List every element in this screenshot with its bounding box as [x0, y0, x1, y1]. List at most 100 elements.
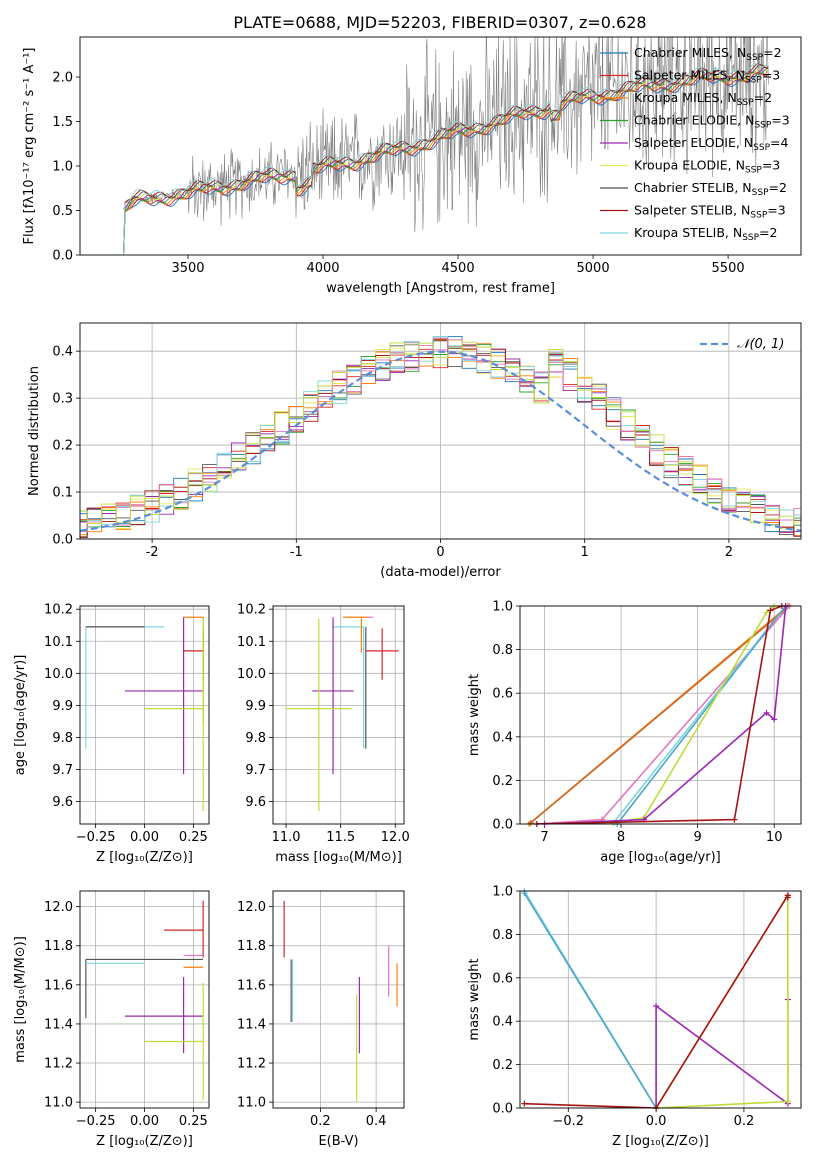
residual-histogram-step [80, 338, 801, 539]
y-tick-label: 0.4 [52, 345, 73, 360]
x-tick-label: -1 [290, 545, 303, 560]
x-tick-label: −0.25 [76, 830, 116, 845]
residual-histogram-step [80, 339, 801, 538]
axes-frame [79, 890, 210, 1109]
y-tick-label: 12.0 [44, 900, 73, 915]
y-tick-label: 0.4 [492, 730, 513, 745]
x-axis-label: mass [log₁₀(M/M⊙)] [275, 850, 402, 865]
y-tick-label: 0.0 [492, 1102, 513, 1117]
legend-entry: Salpeter ELODIE, NSSP=4 [634, 135, 789, 153]
y-tick-label: 0.5 [52, 204, 73, 219]
x-tick-label: 11.0 [272, 830, 301, 845]
panel-mass_vs_Z: −0.25 0.00 0.25 11.0 11.2 11.4 11.6 11.8 12.0 Z [… [13, 890, 210, 1149]
y-tick-label: 0.6 [492, 687, 513, 702]
legend-entry: Salpeter MILES, NSSP=3 [634, 68, 780, 86]
cumulative-weight-marker [527, 819, 534, 826]
y-tick-label: 0.2 [52, 439, 73, 454]
cumulative-weight-marker [763, 709, 770, 716]
x-tick-label: 12.0 [381, 830, 410, 845]
model-spectrum-line [121, 64, 769, 255]
y-tick-label: 9.7 [245, 763, 266, 778]
x-tick-label: 10 [766, 830, 783, 845]
cumulative-weight-line [536, 606, 783, 824]
y-axis-label: mass weight [467, 674, 482, 756]
x-tick-label: 3500 [171, 261, 204, 276]
cumulative-weight-marker [784, 1098, 791, 1105]
y-tick-label: 0.0 [52, 533, 73, 548]
y-tick-label: 9.8 [52, 731, 73, 746]
y-tick-label: 10.2 [44, 603, 73, 618]
x-tick-label: 0.2 [734, 1114, 755, 1129]
x-axis-label: (data-model)/error [380, 565, 501, 580]
y-tick-label: 11.8 [44, 939, 73, 954]
y-tick-label: 11.4 [237, 1017, 266, 1032]
x-tick-label: 0.25 [179, 830, 208, 845]
figure-title: PLATE=0688, MJD=52203, FIBERID=0307, z=0… [233, 13, 646, 32]
y-axis-label: mass [log₁₀(M/M⊙)] [13, 936, 28, 1063]
model-spectrum-line [121, 63, 769, 255]
x-tick-label: 11.5 [326, 830, 355, 845]
residual-histogram-step [80, 340, 801, 538]
x-tick-label: 0.4 [366, 1114, 387, 1129]
panel-cum_weight_vs_Z: −0.2 0.0 0.2 0.0 0.2 0.4 0.6 0.8 1.0 Z [log₁₀(Z/Z… [467, 885, 802, 1149]
axes-frame [272, 890, 405, 1109]
cumulative-weight-marker [653, 1003, 660, 1010]
y-tick-label: 0.3 [52, 392, 73, 407]
cumulative-weight-marker [767, 607, 774, 614]
y-tick-label: 0.1 [52, 486, 73, 501]
legend-entry: Chabrier ELODIE, NSSP=3 [634, 113, 790, 131]
residual-histogram-step [80, 339, 801, 532]
gaussian-reference-curve [79, 350, 802, 532]
y-axis-label: mass weight [467, 958, 482, 1040]
x-tick-label: 5500 [712, 261, 745, 276]
x-axis-label: E(B-V) [318, 1134, 358, 1149]
y-tick-label: 10.0 [237, 667, 266, 682]
panel-cum_weight_vs_age: 7 8 9 10 0.0 0.2 0.4 0.6 0.8 1.0 age [log₁₀(age/yr… [467, 600, 802, 865]
x-tick-label: 1 [581, 545, 589, 560]
y-tick-label: 11.2 [44, 1057, 73, 1072]
cumulative-weight-marker [731, 816, 738, 823]
x-tick-label: 0.25 [179, 1114, 208, 1129]
x-tick-label: 4000 [306, 261, 339, 276]
panel-residual_hist: -2 -1 0 1 2 0.0 0.1 0.2 0.3 0.4 (data-model)/error… [27, 322, 802, 580]
y-tick-label: 11.6 [237, 978, 266, 993]
y-tick-label: 2.0 [52, 71, 73, 86]
y-tick-label: 0.2 [492, 774, 513, 789]
observed-spectrum-line [122, 37, 769, 233]
y-axis-label: Normed distribution [27, 366, 42, 496]
axes-frame [79, 605, 210, 825]
x-tick-label: 7 [540, 830, 548, 845]
x-tick-label: 5000 [577, 261, 610, 276]
y-axis-label: Flux [fλ10⁻¹⁷ erg cm⁻² s⁻¹ A⁻¹] [22, 48, 37, 245]
y-tick-label: 0.0 [492, 818, 513, 833]
y-tick-label: 0.6 [492, 971, 513, 986]
x-tick-label: 0 [436, 545, 444, 560]
cumulative-weight-line [655, 999, 789, 1108]
axes-frame [79, 322, 802, 540]
axes-frame [519, 605, 802, 825]
panel-spectrum: 3500 4000 4500 5000 5500 0.0 0.5 1.0 1.5 2.0 wavel… [22, 36, 802, 296]
y-tick-label: 11.0 [44, 1096, 73, 1111]
cumulative-weight-line [530, 606, 791, 824]
model-spectrum-line [121, 72, 769, 255]
legend-entry: Chabrier STELIB, NSSP=2 [634, 180, 787, 198]
panel-age_vs_mass: 11.0 11.5 12.0 9.6 9.7 9.8 9.9 10.0 10.1 10.2 mass… [237, 603, 410, 865]
y-tick-label: 1.0 [492, 600, 513, 615]
y-tick-label: 10.2 [237, 603, 266, 618]
y-tick-label: 10.1 [237, 635, 266, 650]
model-spectrum-line [121, 63, 769, 255]
cumulative-weight-marker [771, 716, 778, 723]
y-tick-label: 11.6 [44, 978, 73, 993]
x-tick-label: 8 [617, 830, 625, 845]
x-tick-label: 0.00 [130, 830, 159, 845]
y-axis-label: age [log₁₀(age/yr)] [13, 655, 28, 776]
y-tick-label: 11.0 [237, 1096, 266, 1111]
x-tick-label: 9 [693, 830, 701, 845]
y-tick-label: 1.0 [52, 160, 73, 175]
x-tick-label: 0.2 [310, 1114, 331, 1129]
legend-entry: Kroupa MILES, NSSP=2 [634, 90, 772, 108]
panel-mass_vs_EBV: 0.2 0.4 11.0 11.2 11.4 11.6 11.8 12.0 E(B-V) [237, 890, 405, 1149]
y-tick-label: 12.0 [237, 900, 266, 915]
y-tick-label: 9.9 [245, 699, 266, 714]
